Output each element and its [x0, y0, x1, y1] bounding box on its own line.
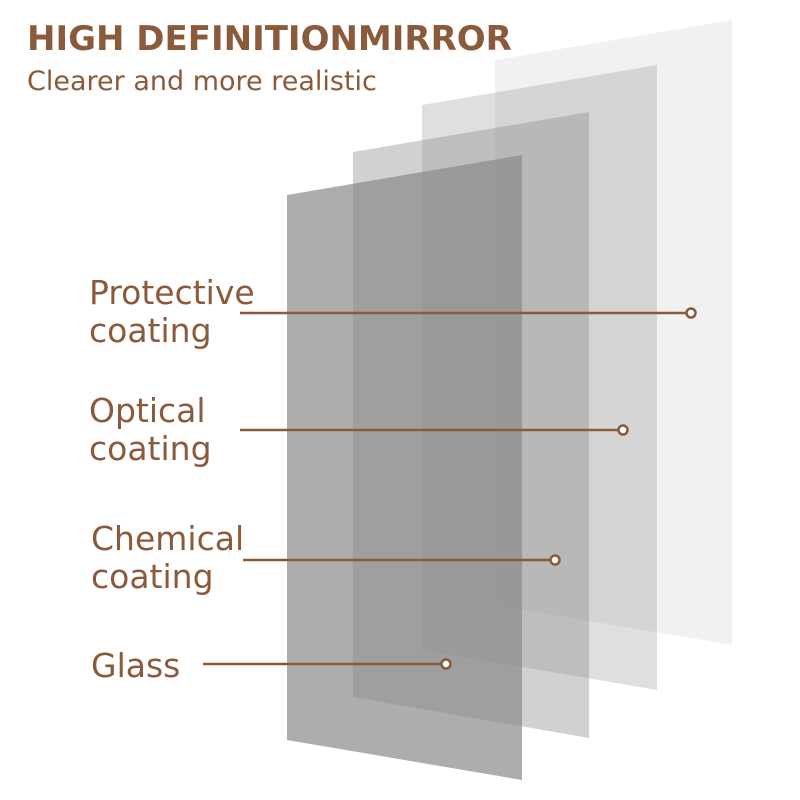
- leader-dot: [440, 658, 452, 670]
- layer-front: [287, 155, 522, 780]
- title: HIGH DEFINITIONMIRROR: [27, 19, 512, 59]
- label: Glass: [91, 646, 180, 685]
- leader-dot: [549, 554, 561, 566]
- label: Chemical coating: [91, 519, 244, 596]
- subtitle: Clearer and more realistic: [27, 66, 377, 97]
- leader-dot: [617, 424, 629, 436]
- label: Optical coating: [89, 391, 212, 468]
- label: Protective coating: [89, 273, 255, 350]
- layer-back: [495, 20, 732, 645]
- leader-dot: [685, 307, 697, 319]
